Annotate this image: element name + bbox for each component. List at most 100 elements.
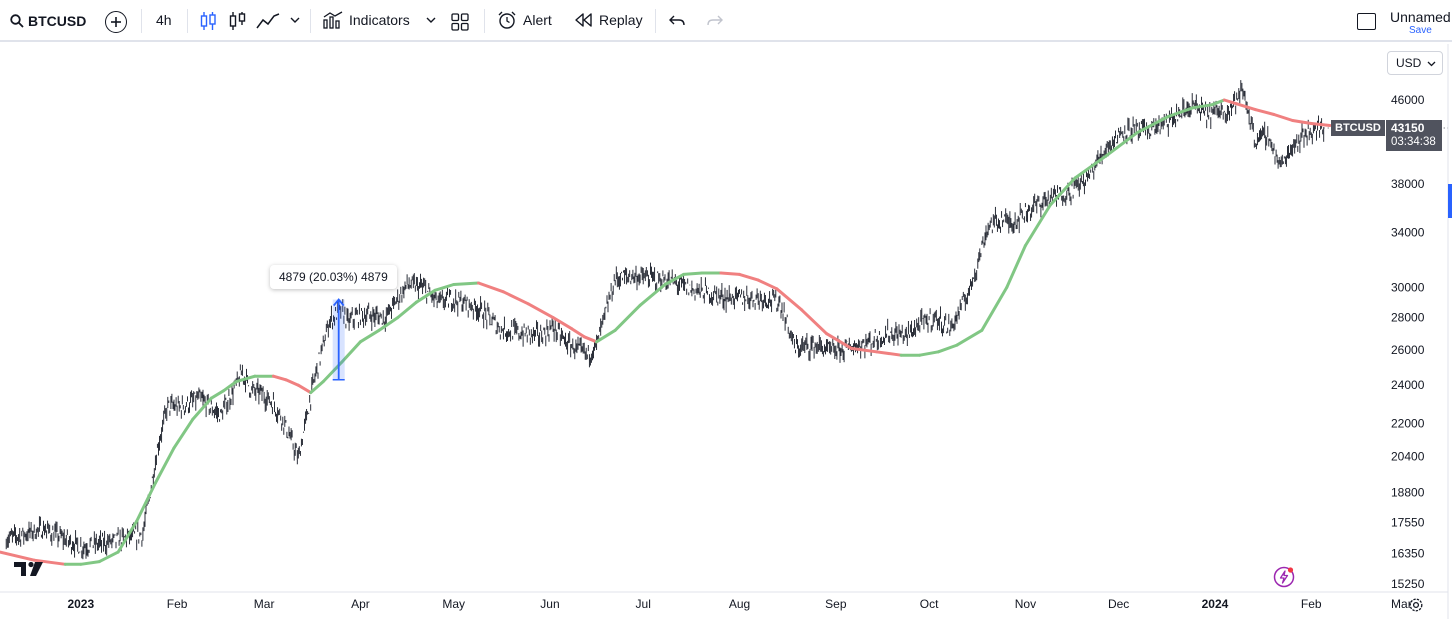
toolbar-divider	[484, 9, 485, 33]
trend-line-segment	[340, 340, 362, 364]
trend-line-segment	[135, 481, 157, 523]
trend-line-segment	[296, 383, 313, 395]
x-tick-label: Nov	[1015, 597, 1036, 611]
measure-tooltip: 4879 (20.03%) 4879	[270, 265, 397, 289]
trend-line-segment	[79, 560, 101, 566]
y-tick-label: 38000	[1391, 177, 1425, 191]
x-tick-label: Feb	[1301, 597, 1322, 611]
toolbar-divider	[655, 9, 656, 33]
layout-name[interactable]: Unnamed	[1390, 9, 1451, 25]
indicators-icon	[323, 11, 343, 29]
x-tick-label: Mar	[254, 597, 275, 611]
trend-line-segment	[1272, 113, 1295, 122]
lightning-bolt-icon[interactable]	[1273, 566, 1295, 588]
trend-line-segment	[32, 558, 67, 566]
last-price-value: 43150	[1391, 121, 1425, 135]
alert-label: Alert	[523, 12, 552, 28]
top-toolbar: BTCUSD 4h Indicators	[0, 0, 1452, 42]
chevron-down-icon	[1427, 61, 1436, 67]
x-tick-label: 2024	[1202, 597, 1229, 611]
replay-button[interactable]: Replay	[575, 0, 643, 40]
compare-symbol-button[interactable]	[105, 11, 127, 33]
chevron-down-icon[interactable]	[426, 17, 436, 24]
trend-line-segment	[663, 272, 686, 286]
trend-line-segment	[613, 303, 642, 332]
trend-line-segment	[222, 380, 238, 393]
gear-icon[interactable]	[1408, 597, 1424, 613]
x-tick-label: May	[442, 597, 465, 611]
trend-line-segment	[719, 271, 741, 276]
trend-line-segment	[1222, 98, 1239, 106]
trend-line-segment	[191, 396, 213, 421]
trend-line-segment	[284, 378, 300, 387]
trend-line-segment	[271, 374, 288, 382]
redo-icon[interactable]	[707, 14, 723, 28]
y-tick-label: 20400	[1391, 449, 1425, 463]
trend-line-segment	[936, 343, 959, 354]
undo-icon[interactable]	[669, 14, 685, 28]
y-tick-label: 26000	[1391, 343, 1425, 357]
layout-square-icon[interactable]	[1357, 13, 1376, 30]
y-tick-label: 15250	[1391, 577, 1425, 591]
search-icon	[10, 14, 24, 28]
x-tick-label: Jul	[636, 597, 651, 611]
trend-line-segment	[1235, 102, 1257, 112]
symbol-label: BTCUSD	[28, 13, 87, 29]
y-tick-label: 22000	[1391, 416, 1425, 430]
toolbar-divider	[141, 9, 142, 33]
x-tick-label: Jun	[540, 597, 559, 611]
x-tick-label: Apr	[351, 597, 370, 611]
trend-line-segment	[595, 328, 617, 344]
tradingview-logo-icon[interactable]	[14, 561, 44, 577]
alert-button[interactable]: Alert	[497, 0, 552, 40]
indicators-button[interactable]: Indicators	[323, 0, 410, 40]
trend-line-segment	[172, 417, 195, 450]
trend-line-segment	[234, 374, 257, 384]
currency-select[interactable]: USD	[1387, 51, 1443, 75]
bars-chart-type-icon[interactable]	[229, 11, 247, 31]
trend-line-segment	[501, 290, 530, 306]
save-button[interactable]: Save	[1409, 25, 1432, 36]
trend-line-segment	[309, 380, 325, 395]
x-tick-label: Dec	[1108, 597, 1129, 611]
trend-line-segment	[955, 328, 984, 347]
trend-line-segment	[1291, 119, 1313, 125]
trend-line-segment	[1309, 122, 1332, 127]
bar-countdown: 03:34:38	[1391, 136, 1436, 148]
line-chart-type-icon[interactable]	[256, 12, 280, 30]
trend-line-segment	[526, 302, 555, 320]
currency-label: USD	[1396, 56, 1422, 70]
rewind-icon	[575, 13, 592, 27]
interval-button[interactable]: 4h	[156, 12, 172, 28]
trend-line-segment	[1023, 203, 1052, 248]
chevron-down-icon[interactable]	[290, 17, 300, 24]
trend-line-segment	[1073, 154, 1108, 180]
y-tick-label: 17550	[1391, 515, 1425, 529]
trend-line-segment	[980, 285, 1009, 332]
y-tick-label: 30000	[1391, 280, 1425, 294]
trend-line-segment	[738, 272, 760, 282]
trend-line-segment	[1253, 108, 1276, 116]
trend-line-segment	[849, 346, 878, 354]
replay-label: Replay	[599, 12, 643, 28]
templates-grid-icon[interactable]	[451, 13, 469, 31]
trend-line-segment	[551, 316, 574, 331]
trend-line-segment	[756, 278, 779, 291]
trend-line-segment	[0, 550, 36, 562]
trend-line-segment	[1005, 244, 1027, 289]
trend-line-segment	[358, 328, 381, 344]
price-chart[interactable]: 46000 38000 34000 30000 28000 26000 24000 22000…	[0, 44, 1452, 619]
scroll-marker[interactable]	[1448, 184, 1452, 218]
x-tick-label: Oct	[920, 597, 939, 611]
symbol-search-button[interactable]: BTCUSD	[10, 0, 86, 42]
symbol-price-tag: BTCUSD	[1331, 120, 1385, 136]
y-tick-label: 46000	[1391, 93, 1425, 107]
candles-chart-type-icon[interactable]	[200, 11, 217, 31]
trend-line-segment	[918, 350, 940, 357]
trend-line-segment	[396, 300, 418, 320]
trend-line-segment	[682, 271, 704, 276]
chart-area[interactable]: 46000 38000 34000 30000 28000 26000 24000 22000…	[0, 44, 1452, 619]
toolbar-divider	[187, 9, 188, 33]
trend-line-segment	[1104, 131, 1139, 158]
trend-line-segment	[570, 327, 586, 339]
